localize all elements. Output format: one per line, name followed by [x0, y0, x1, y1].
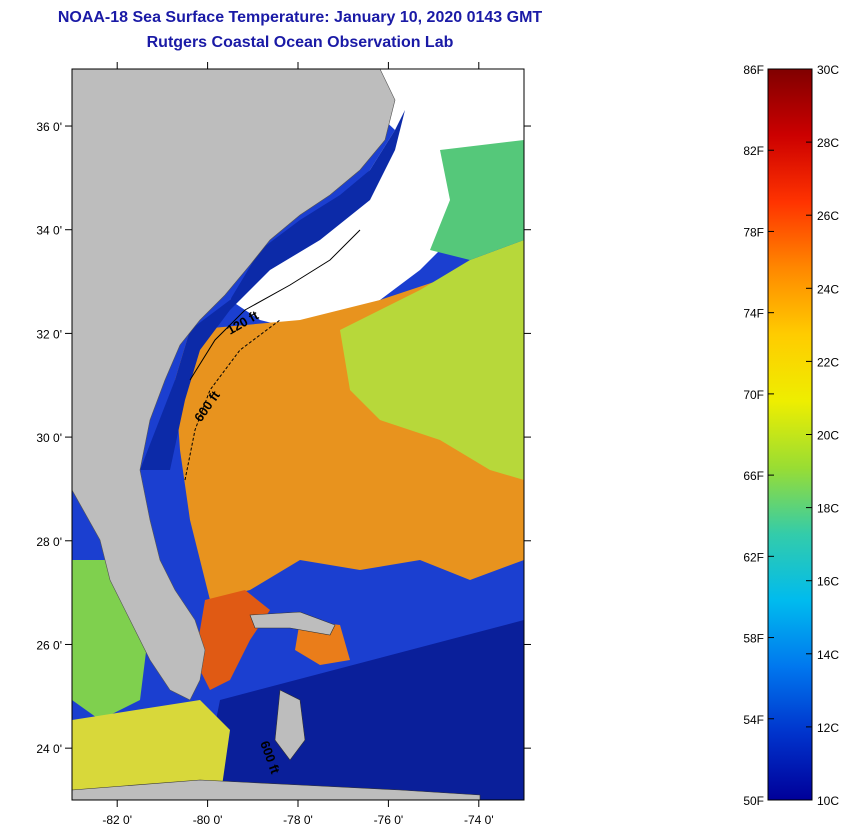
- coastal-cold-band: [140, 110, 405, 470]
- colorbar-f-label: 54F: [743, 713, 764, 727]
- colorbar-c-label: 10C: [817, 794, 839, 808]
- colorbar-c-label: 12C: [817, 721, 839, 735]
- colorbar-f-label: 78F: [743, 225, 764, 239]
- colorbar-f-label: 50F: [743, 794, 764, 808]
- longitude-axis: -82 0' -80 0' -78 0' -76 0' -74 0': [102, 62, 494, 827]
- lat-tick-label: 26 0': [36, 638, 62, 652]
- lat-tick-label: 28 0': [36, 535, 62, 549]
- colorbar-fahrenheit-scale: 86F 82F 78F 74F 70F 66F 62F 58F 54F 50F: [743, 63, 774, 808]
- land-grand-bahama: [249, 611, 336, 636]
- colorbar-c-label: 22C: [817, 355, 839, 369]
- land-southeast-us: [72, 69, 396, 701]
- colorbar-c-label: 20C: [817, 429, 839, 443]
- lon-tick-label: -74 0': [464, 813, 494, 827]
- lat-tick-label: 32 0': [36, 327, 62, 341]
- lat-tick-label: 34 0': [36, 224, 62, 238]
- lon-tick-label: -76 0': [374, 813, 404, 827]
- lat-tick-label: 30 0': [36, 431, 62, 445]
- colorbar-c-label: 28C: [817, 136, 839, 150]
- south-cold-water: [200, 620, 524, 800]
- isobath-600ft-line: [184, 319, 281, 481]
- map-subtitle: Rutgers Coastal Ocean Observation Lab: [146, 34, 454, 51]
- lat-tick-label: 24 0': [36, 742, 62, 756]
- colorbar-gradient: [767, 68, 813, 801]
- keys-yellow-patch: [72, 700, 230, 800]
- colorbar-f-label: 82F: [743, 144, 764, 158]
- latitude-axis: 36 0' 34 0' 32 0' 30 0' 28 0' 26 0' 24 0': [36, 120, 531, 756]
- colorbar-c-label: 24C: [817, 282, 839, 296]
- colorbar-f-label: 86F: [743, 63, 764, 77]
- colorbar-f-label: 62F: [743, 550, 764, 564]
- colorbar-c-label: 14C: [817, 648, 839, 662]
- cloud-region: [230, 69, 524, 330]
- isobath-120ft-line: [189, 229, 361, 381]
- lon-tick-label: -82 0': [102, 813, 132, 827]
- northeast-region: [430, 140, 524, 260]
- colorbar-f-label: 74F: [743, 307, 764, 321]
- land-andros: [274, 689, 306, 761]
- colorbar-f-label: 70F: [743, 388, 764, 402]
- colorbar-c-label: 26C: [817, 209, 839, 223]
- colorbar-c-label: 18C: [817, 502, 839, 516]
- lon-tick-label: -80 0': [193, 813, 223, 827]
- colorbar-c-label: 16C: [817, 575, 839, 589]
- offshore-region: [340, 240, 524, 480]
- lat-tick-label: 36 0': [36, 120, 62, 134]
- colorbar-f-label: 58F: [743, 632, 764, 646]
- land-cuba: [72, 779, 481, 800]
- colorbar-c-label: 30C: [817, 63, 839, 77]
- colorbar-celsius-scale: 30C 28C 26C 24C 22C 20C 18C 16C 14C 12C 10C: [806, 63, 839, 808]
- colorbar-f-label: 66F: [743, 469, 764, 483]
- lon-tick-label: -78 0': [283, 813, 313, 827]
- map-title: NOAA-18 Sea Surface Temperature: January…: [57, 9, 543, 26]
